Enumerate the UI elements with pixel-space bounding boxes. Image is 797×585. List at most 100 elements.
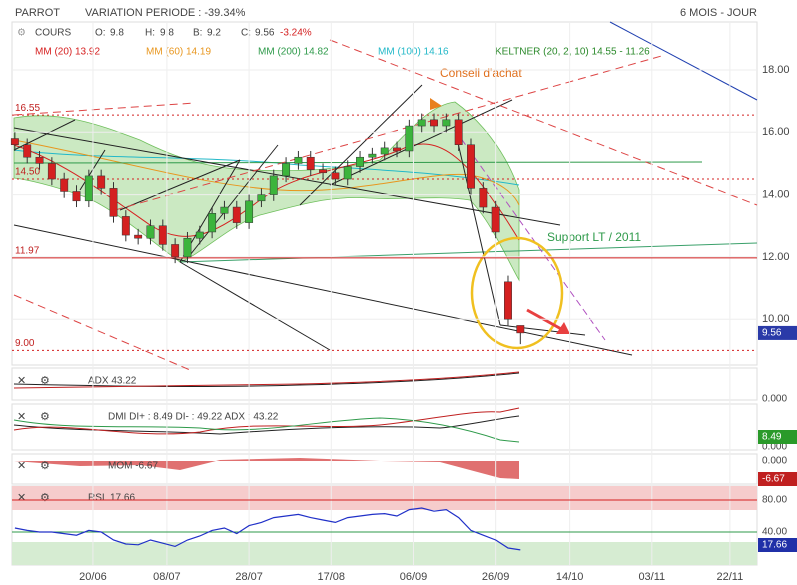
annotation-support: Support LT / 2011 — [547, 230, 641, 244]
mm60-line — [13, 139, 520, 206]
adx-axis: 0.000 — [762, 394, 787, 405]
rsi-tick-label: 80.00 — [762, 495, 787, 506]
rsi-label: RSI — [88, 493, 105, 504]
close-icon[interactable]: ✕ — [17, 460, 26, 472]
legend-cours: COURS — [35, 28, 71, 39]
candle-body — [454, 119, 463, 145]
dmi-axis: 0.000 — [762, 442, 787, 453]
blue-line — [609, 21, 758, 101]
candle-body — [97, 175, 106, 189]
mom-last-box — [758, 472, 797, 486]
rsi-tick-label: 40.00 — [762, 527, 787, 538]
rsi-line — [14, 507, 521, 551]
candle-body — [47, 163, 56, 180]
candle-body — [158, 225, 167, 245]
y-tick-label: 14.00 — [762, 188, 790, 200]
x-tick-label: 26/09 — [482, 571, 510, 583]
candle-body — [516, 325, 525, 334]
orange-arrow — [430, 98, 442, 110]
legend-o-label: O: — [95, 28, 106, 39]
candle-body — [442, 119, 451, 127]
close-icon[interactable]: ✕ — [17, 492, 26, 504]
candle-body — [504, 281, 512, 320]
level-label: 11.97 — [15, 245, 40, 256]
dmi-panel — [11, 403, 758, 451]
candle-body — [306, 156, 315, 170]
rsi-oversold — [12, 542, 757, 565]
x-tick-label: 08/07 — [153, 571, 181, 583]
candle-body — [35, 156, 44, 164]
rsi-overbought — [12, 486, 757, 510]
gear-icon[interactable]: ⚙ — [40, 375, 50, 387]
candle-body — [245, 200, 254, 223]
mom-label: MOM -6.67 — [108, 461, 158, 472]
candle-body — [380, 147, 389, 155]
candle-body — [60, 178, 69, 192]
candle-body — [343, 166, 352, 180]
gear-icon[interactable]: ⚙ — [40, 492, 50, 504]
candle-body — [331, 172, 340, 180]
x-tick-label: 28/07 — [235, 571, 263, 583]
adx-panel — [11, 367, 758, 401]
legend-b-label: B: — [193, 28, 202, 39]
gear-icon[interactable]: ⚙ — [17, 28, 26, 39]
mom-axis: 0.000 — [762, 456, 787, 467]
legend-o: 9.8 — [110, 28, 124, 39]
x-tick-label: 06/09 — [400, 571, 428, 583]
legend-h-label: H: — [145, 28, 155, 39]
legend-indicator: MM (60) 14.19 — [146, 47, 211, 58]
gear-icon[interactable]: ⚙ — [40, 411, 50, 423]
y-tick-label: 12.00 — [762, 251, 790, 263]
close-icon[interactable]: ✕ — [17, 375, 26, 387]
candle-body — [319, 169, 328, 174]
adx-label: ADX 43.22 — [88, 376, 137, 387]
x-tick-label: 17/08 — [318, 571, 346, 583]
candle-body — [491, 206, 500, 233]
x-tick-label: 20/06 — [79, 571, 107, 583]
candle-body — [220, 206, 229, 214]
candle-body — [121, 216, 130, 236]
candle-body — [171, 244, 180, 258]
x-tick-label: 14/10 — [556, 571, 584, 583]
candle-body — [183, 237, 192, 258]
y-tick-label: 16.00 — [762, 126, 790, 138]
panel-icons: ✕ ⚙ ✕ ⚙ ✕ ⚙ ✕ ⚙ — [17, 375, 50, 504]
mom-last: -6.67 — [762, 474, 785, 485]
candle-body — [232, 206, 241, 223]
dmi-plus-line — [13, 417, 520, 443]
channel-line — [454, 129, 606, 341]
candle-body — [282, 163, 291, 177]
legend-indicator: MM (20) 13.92 — [35, 47, 100, 58]
candle-body — [195, 231, 204, 239]
candle-body — [405, 125, 414, 152]
red-arrow — [526, 308, 564, 332]
gear-icon[interactable]: ⚙ — [40, 460, 50, 472]
candle-body — [356, 156, 364, 167]
candle-body — [417, 119, 426, 127]
dmi-last: 8.49 — [762, 432, 782, 443]
legend-b: 9.2 — [207, 28, 221, 39]
level-label: 16.55 — [15, 103, 40, 114]
ticker: PARROT — [15, 7, 60, 19]
red-arrow-head — [556, 322, 570, 334]
rsi-label-value: 17.66 — [110, 493, 135, 504]
dmi-minus-line — [13, 407, 520, 435]
legend-c-label: C: — [241, 28, 251, 39]
close-icon[interactable]: ✕ — [17, 411, 26, 423]
dmi-label: DMI DI+ : 8.49 DI- : 49.22 ADX : 43.22 — [108, 412, 279, 423]
legend-indicator: KELTNER (20, 2, 10) 14.55 - 11.26 — [495, 47, 650, 58]
price-panel — [11, 21, 758, 366]
x-tick-label: 22/11 — [717, 571, 744, 583]
level-label: 14.50 — [15, 167, 40, 178]
candle-body — [430, 119, 438, 127]
candle-body — [257, 194, 266, 202]
candle-body — [23, 144, 32, 158]
rsi-last: 17.66 — [762, 540, 787, 551]
last-price-box — [758, 325, 797, 340]
candle-body — [294, 156, 303, 164]
x-tick-label: 03/11 — [638, 571, 665, 583]
legend-indicator: MM (200) 14.82 — [258, 47, 329, 58]
y-tick-label: 18.00 — [762, 64, 790, 76]
candle-body — [10, 138, 19, 145]
